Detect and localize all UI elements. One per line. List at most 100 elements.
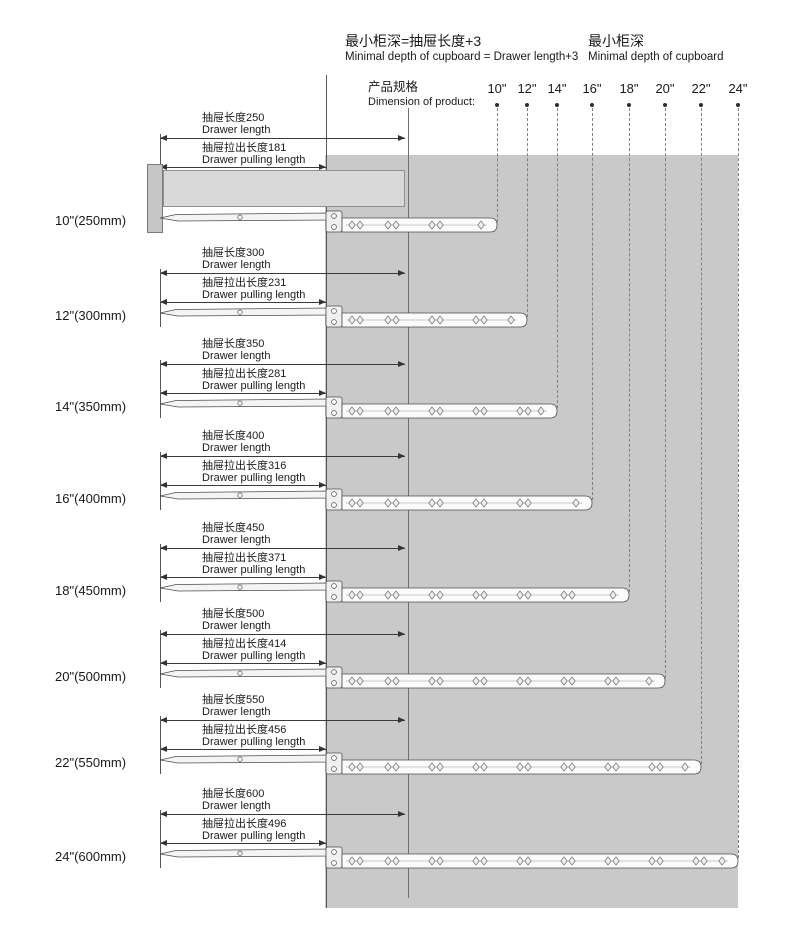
rivet-icon [436, 220, 444, 230]
rivet-icon [560, 856, 568, 866]
drawer-length-dimension-line-right-arrow [398, 545, 405, 551]
drawer-length-dimension-line-right-arrow [398, 270, 405, 276]
rivet-icon [604, 676, 612, 686]
column-guide-dot-24in [736, 103, 740, 107]
drawer-length-label-cn: 抽屉长度 [202, 522, 246, 534]
drawer-slide-graphic [150, 388, 565, 433]
slide-graphic-svg [159, 666, 666, 689]
pulling-length-dimension-line-left-arrow [160, 660, 167, 666]
rivet-icon [656, 856, 664, 866]
rivet-icon [516, 406, 524, 416]
drawer-length-label-cn: 抽屉长度 [202, 112, 246, 124]
drawer-length-text-en: Drawer length [202, 442, 271, 454]
drawer-length-value: 250 [246, 112, 265, 124]
slide-graphic-svg [159, 846, 739, 869]
pulling-length-text-cn: 抽屉拉出长度281 [202, 368, 286, 381]
bracket-hole-icon [331, 849, 337, 855]
drawer-length-dimension-line-right-arrow [398, 717, 405, 723]
inner-rail [159, 582, 335, 592]
drawer-length-label-cn: 抽屉长度 [202, 338, 246, 350]
rivet-icon [645, 676, 653, 686]
rivet-icon [568, 676, 576, 686]
inner-rail [159, 212, 335, 222]
rivet-icon [480, 590, 488, 600]
rivet-icon [560, 590, 568, 600]
pulling-length-value: 181 [268, 142, 287, 154]
drawer-length-dimension-line-left-arrow [160, 135, 167, 141]
drawer-length-text-en: Drawer length [202, 706, 271, 718]
rivet-icon [612, 856, 620, 866]
pulling-length-dimension-line-left-arrow [160, 840, 167, 846]
inner-rail [159, 490, 335, 500]
bracket-hole-icon [331, 319, 337, 325]
rivet-icon [507, 315, 515, 325]
pulling-length-text-en: Drawer pulling length [202, 650, 306, 662]
column-guide-24in [738, 108, 739, 858]
row-size-label: 24"(600mm) [55, 849, 127, 864]
rivet-icon [384, 590, 392, 600]
pulling-length-text-cn: 抽屉拉出长度414 [202, 638, 286, 651]
pulling-length-dimension-line-right-arrow [319, 164, 326, 170]
rivet-icon [356, 590, 364, 600]
column-header-12in: 12" [517, 81, 537, 96]
pulling-length-dimension-line-right-arrow [319, 390, 326, 396]
pulling-length-value: 496 [268, 818, 287, 830]
rivet-icon [436, 498, 444, 508]
pulling-length-text-cn: 抽屉拉出长度181 [202, 142, 286, 155]
rivet-icon [428, 762, 436, 772]
column-guide-20in [665, 108, 666, 678]
pulling-length-label-cn: 抽屉拉出长度 [202, 277, 268, 289]
bracket-hole-icon [331, 766, 337, 772]
drawer-body [163, 170, 405, 207]
slide-graphic-svg [159, 396, 558, 419]
drawer-length-dimension-line-right-arrow [398, 631, 405, 637]
rivet-icon [392, 406, 400, 416]
note-formula-en: Minimal depth of cupboard = Drawer lengt… [345, 51, 579, 63]
dimension-extension-line [160, 630, 161, 688]
rivet-icon [384, 498, 392, 508]
rivet-icon [480, 406, 488, 416]
rail-hole-icon [237, 670, 243, 676]
drawer-length-value: 300 [246, 247, 265, 259]
drawer-length-text-en: Drawer length [202, 259, 271, 271]
rivet-icon [524, 762, 532, 772]
row-size-label: 12"(300mm) [55, 308, 127, 323]
rivet-icon [524, 856, 532, 866]
rivet-icon [348, 406, 356, 416]
bracket-hole-icon [331, 860, 337, 866]
rivet-icon [436, 762, 444, 772]
rivet-icon [568, 590, 576, 600]
bracket-hole-icon [331, 680, 337, 686]
pulling-length-dimension-line [160, 393, 326, 394]
cupboard-depth-region [325, 155, 738, 908]
drawer-length-value: 400 [246, 430, 265, 442]
column-guide-dot-16in [590, 103, 594, 107]
rivet-icon [392, 220, 400, 230]
pulling-length-dimension-line [160, 577, 326, 578]
pulling-length-text-en: Drawer pulling length [202, 830, 306, 842]
drawer-slide-graphic [150, 658, 673, 703]
drawer-length-dimension-line-left-arrow [160, 453, 167, 459]
column-guide-14in [557, 108, 558, 408]
drawer-slide-graphic [150, 744, 709, 789]
rivet-icon [700, 856, 708, 866]
pulling-length-text-en: Drawer pulling length [202, 472, 306, 484]
column-guide-10in [497, 108, 498, 222]
pulling-length-dimension-line [160, 843, 326, 844]
drawer-length-text-cn: 抽屉长度300 [202, 247, 264, 260]
pulling-length-label-cn: 抽屉拉出长度 [202, 460, 268, 472]
rivet-icon [392, 498, 400, 508]
drawer-length-dimension-line [160, 273, 405, 274]
drawer-length-text-en: Drawer length [202, 350, 271, 362]
pulling-length-text-en: Drawer pulling length [202, 564, 306, 576]
drawer-length-dimension-line-left-arrow [160, 811, 167, 817]
rivet-icon [428, 498, 436, 508]
dimension-extension-line [160, 360, 161, 418]
row-size-label: 18"(450mm) [55, 583, 127, 598]
rail-hole-icon [237, 400, 243, 406]
slide-graphic-svg [159, 488, 593, 511]
pulling-length-dimension-line-right-arrow [319, 840, 326, 846]
drawer-length-text-en: Drawer length [202, 620, 271, 632]
rivet-icon [692, 856, 700, 866]
rivet-icon [428, 315, 436, 325]
